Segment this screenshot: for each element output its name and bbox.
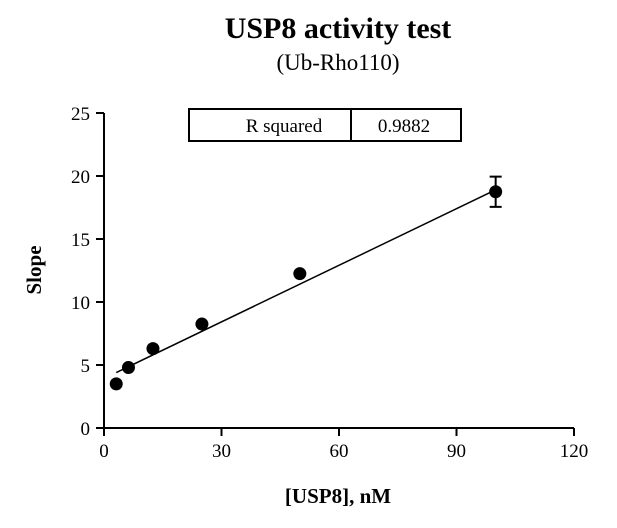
fit-line-group [115, 189, 496, 374]
chart-subtitle: (Ub-Rho110) [276, 50, 399, 75]
axes: 0 5 10 15 20 25 0 30 60 90 120 [71, 104, 588, 462]
y-tick-label: 15 [71, 230, 90, 251]
x-tick-label: 0 [99, 441, 109, 462]
fit-line [115, 189, 496, 374]
y-tick-label: 20 [71, 167, 90, 188]
x-tick-label: 60 [330, 441, 349, 462]
data-point [195, 317, 209, 331]
data-point [146, 342, 160, 356]
data-point [121, 361, 135, 375]
chart-title: USP8 activity test [225, 12, 452, 45]
data-point [293, 267, 307, 281]
x-axis-label: [USP8], nM [285, 484, 391, 508]
y-tick-label: 5 [81, 356, 91, 377]
y-tick-label: 10 [71, 293, 90, 314]
data-point [109, 377, 123, 391]
x-tick-label: 120 [560, 441, 589, 462]
y-tick-label: 25 [71, 104, 90, 125]
r-squared-label: R squared [246, 116, 323, 137]
y-axis-label: Slope [22, 245, 46, 294]
data-point [489, 185, 503, 199]
r-squared-value: 0.9882 [378, 116, 430, 137]
data-points [109, 175, 503, 391]
x-tick-label: 30 [212, 441, 231, 462]
x-tick-label: 90 [447, 441, 466, 462]
stats-box: R squared 0.9882 [188, 108, 462, 142]
stats-box-frame [188, 108, 462, 142]
y-tick-label: 0 [81, 419, 91, 440]
